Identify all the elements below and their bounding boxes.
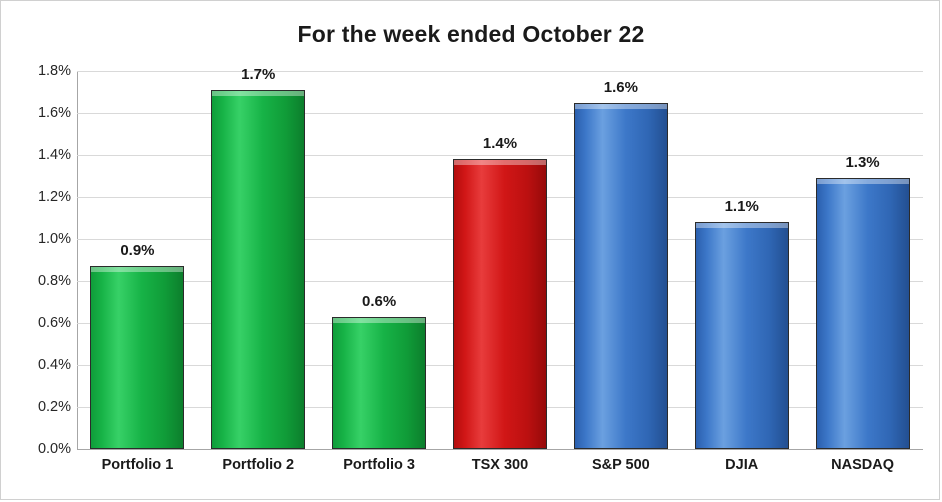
y-tick-label: 1.6% bbox=[37, 105, 71, 121]
bar-top-highlight bbox=[454, 160, 546, 166]
x-tick-label: S&P 500 bbox=[591, 457, 650, 473]
x-axis-line bbox=[77, 449, 923, 450]
bar-top-highlight bbox=[695, 223, 788, 229]
x-tick-label: Portfolio 1 bbox=[101, 457, 174, 473]
y-tick-label: 1.8% bbox=[37, 63, 71, 79]
bar-group: 1.1% bbox=[694, 71, 789, 449]
bar[interactable] bbox=[453, 159, 547, 449]
y-tick-label: 0.6% bbox=[37, 315, 71, 331]
bar-data-label: 1.4% bbox=[482, 135, 518, 153]
bar-data-label: 0.9% bbox=[120, 242, 155, 260]
bar-top-highlight bbox=[212, 90, 305, 96]
y-tick-label: 0.4% bbox=[37, 357, 71, 373]
bar-group: 0.9% bbox=[90, 71, 185, 449]
x-tick-label: DJIA bbox=[725, 457, 759, 473]
bar-group: 1.7% bbox=[211, 66, 306, 449]
x-tick-label: TSX 300 bbox=[471, 457, 529, 473]
y-tick-label: 1.0% bbox=[37, 231, 71, 247]
bar-top-highlight bbox=[574, 103, 667, 109]
plot-area: 0.9% 1.7% 0.6% 1.4% 1.6% 1.1% 1.3% bbox=[77, 66, 923, 449]
bar[interactable] bbox=[573, 102, 668, 449]
gridline bbox=[77, 155, 923, 156]
gridline bbox=[77, 71, 923, 72]
y-axis-tick-labels: 0.0% 0.2% 0.4% 0.6% 0.8% 1.0% 1.2% 1.4% 1.6% 1.8% bbox=[1, 63, 71, 457]
bar-top-highlight bbox=[333, 317, 426, 323]
bar-data-label: 1.7% bbox=[241, 65, 276, 83]
bar-data-label: 1.1% bbox=[724, 198, 759, 216]
bar-data-label: 1.3% bbox=[845, 154, 880, 172]
y-tick-label: 0.0% bbox=[37, 441, 71, 457]
x-tick-label: NASDAQ bbox=[831, 457, 894, 473]
bar-data-label: 0.6% bbox=[362, 292, 397, 310]
bar-top-highlight bbox=[91, 267, 184, 273]
x-tick-label: Portfolio 2 bbox=[222, 457, 295, 473]
bar[interactable] bbox=[332, 316, 427, 449]
gridline bbox=[77, 113, 923, 114]
bar[interactable] bbox=[211, 89, 306, 449]
y-tick-label: 0.2% bbox=[37, 399, 71, 415]
bar-group: 1.6% bbox=[573, 71, 668, 449]
bar[interactable] bbox=[694, 222, 789, 449]
bar-data-label: 1.6% bbox=[603, 78, 638, 96]
y-axis-line bbox=[77, 71, 78, 449]
x-tick-label: Portfolio 3 bbox=[343, 457, 415, 473]
bar[interactable] bbox=[815, 178, 910, 449]
bar-group: 1.4% bbox=[453, 71, 547, 449]
bar-group: 0.6% bbox=[332, 71, 427, 449]
bar[interactable] bbox=[90, 266, 185, 449]
y-tick-label: 1.4% bbox=[37, 147, 71, 163]
y-tick-label: 0.8% bbox=[37, 273, 71, 289]
bar-top-highlight bbox=[816, 179, 909, 185]
y-tick-label: 1.2% bbox=[37, 189, 71, 205]
bar-group: 1.3% bbox=[815, 71, 910, 449]
chart-title: For the week ended October 22 bbox=[297, 21, 645, 47]
